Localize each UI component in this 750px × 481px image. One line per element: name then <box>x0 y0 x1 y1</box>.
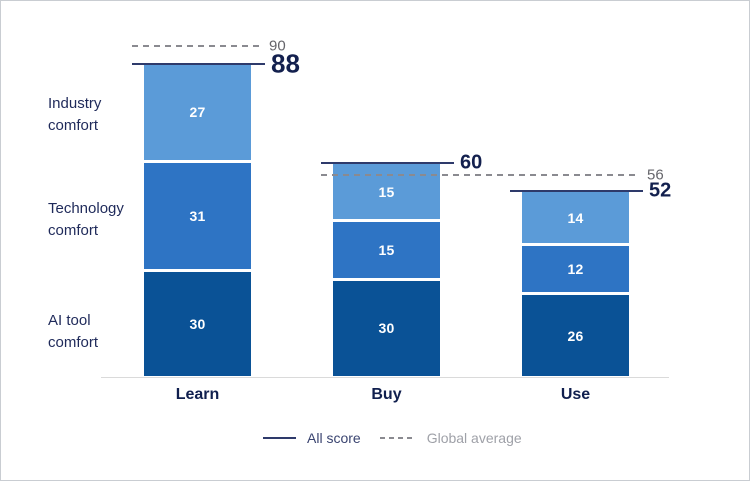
legend-label-all-score: All score <box>307 430 361 446</box>
segment-value: 27 <box>189 104 206 121</box>
bar-use: 14 12 26 <box>522 192 629 376</box>
category-label-learn: Learn <box>175 386 220 403</box>
segment-industry-comfort: 27 <box>144 65 251 160</box>
total-score-use: 52 <box>649 179 672 202</box>
legend-item-all-score: All score <box>263 430 361 446</box>
segment-ai-tool-comfort: 26 <box>522 295 629 376</box>
bar-buy: 15 15 30 <box>333 163 440 376</box>
segment-value: 31 <box>189 208 206 225</box>
solid-line-swatch-icon <box>263 437 296 439</box>
all-score-line-learn <box>132 63 265 65</box>
segment-value: 26 <box>567 327 584 344</box>
global-average-value-buy-use: 56 <box>647 166 664 184</box>
segment-value: 12 <box>567 261 584 278</box>
segment-technology-comfort: 31 <box>144 162 251 270</box>
row-label-industry-comfort: Industry comfort <box>48 95 102 134</box>
all-score-line-buy <box>321 161 454 164</box>
global-average-line-buy-use <box>321 174 640 177</box>
segment-technology-comfort: 12 <box>522 246 629 293</box>
segment-technology-comfort: 15 <box>333 222 440 278</box>
row-label-ai-tool-comfort: AI tool comfort <box>48 312 99 351</box>
segment-industry-comfort: 14 <box>522 192 629 244</box>
total-score-learn: 88 <box>271 48 300 79</box>
category-label-use: Use <box>560 386 591 403</box>
segment-value: 14 <box>567 209 584 226</box>
category-label-buy: Buy <box>371 386 402 403</box>
segment-ai-tool-comfort: 30 <box>144 272 251 376</box>
segment-ai-tool-comfort: 30 <box>333 280 440 376</box>
legend-label-global-average: Global average <box>426 430 522 446</box>
total-score-buy: 60 <box>460 151 483 174</box>
legend-item-global-average: Global average <box>379 430 522 446</box>
all-score-line-use <box>510 190 643 193</box>
x-axis-line <box>101 377 669 378</box>
segment-value: 15 <box>378 183 395 200</box>
segment-industry-comfort: 15 <box>333 163 440 220</box>
dashed-line-swatch-icon <box>379 437 416 439</box>
segment-value: 30 <box>378 320 395 337</box>
row-label-technology-comfort: Technology comfort <box>48 200 124 239</box>
bar-learn: 27 31 30 <box>144 65 251 376</box>
global-average-value-learn: 90 <box>269 37 286 55</box>
legend: All score Global average <box>263 430 522 446</box>
segment-value: 30 <box>189 316 206 333</box>
segment-value: 15 <box>378 242 395 259</box>
global-average-line-learn <box>132 44 262 47</box>
